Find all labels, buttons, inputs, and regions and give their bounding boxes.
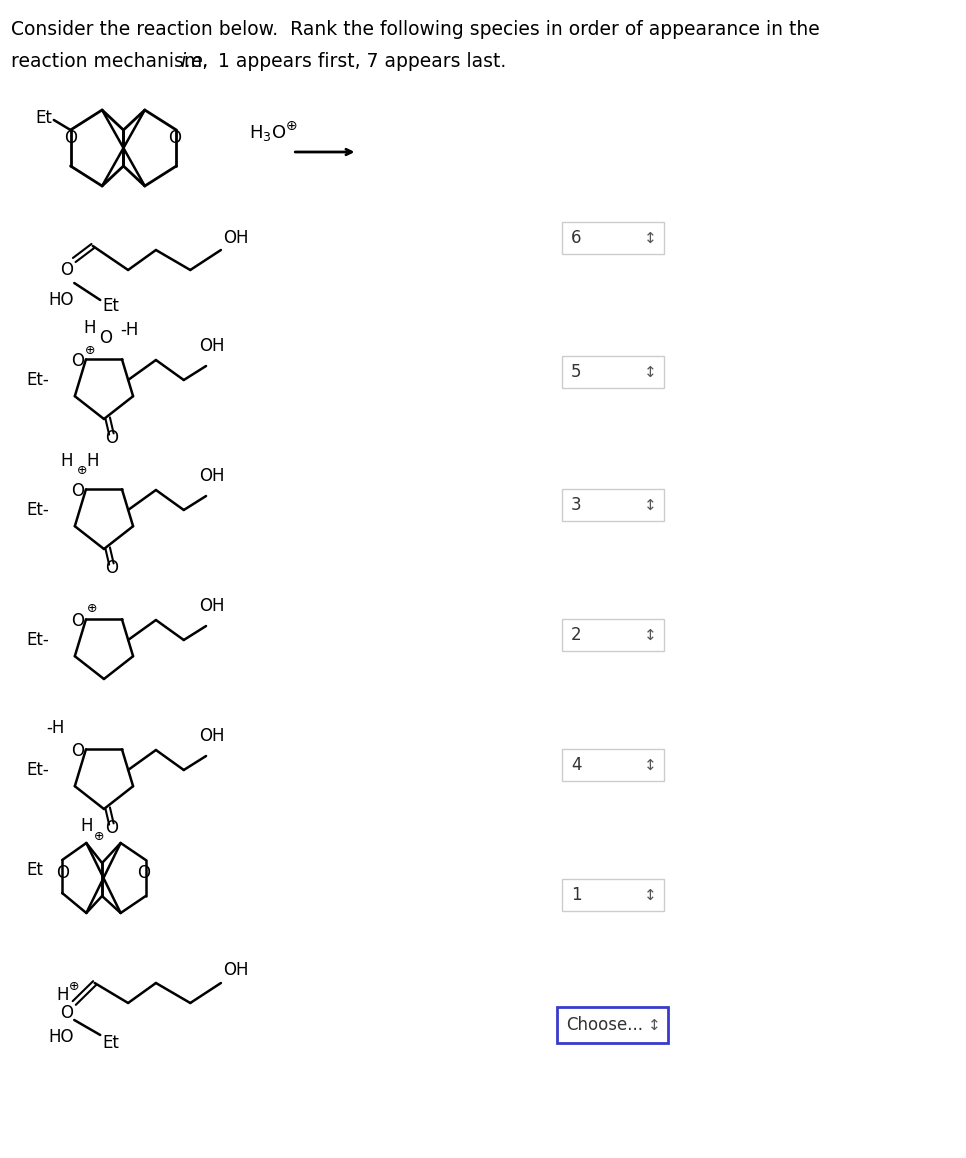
Text: Et: Et	[26, 862, 43, 879]
Text: O: O	[105, 428, 118, 447]
Text: O: O	[71, 352, 84, 371]
Text: H: H	[61, 452, 73, 470]
Text: Et-: Et-	[26, 371, 48, 389]
Text: O: O	[60, 261, 73, 279]
Text: 2: 2	[571, 626, 582, 644]
Text: 1 appears first, 7 appears last.: 1 appears first, 7 appears last.	[212, 52, 506, 71]
Text: H: H	[57, 985, 70, 1004]
Text: ↕: ↕	[643, 628, 656, 643]
Text: ⊕: ⊕	[87, 601, 98, 615]
Text: 3: 3	[571, 496, 582, 514]
Text: ⊕: ⊕	[286, 119, 298, 133]
Text: HO: HO	[48, 291, 73, 309]
Text: H: H	[80, 818, 93, 835]
Text: ⊕: ⊕	[94, 829, 104, 843]
Text: 6: 6	[571, 229, 582, 247]
Text: i.e.: i.e.	[180, 52, 209, 71]
Text: -H: -H	[121, 321, 139, 339]
Text: Et: Et	[102, 296, 119, 315]
Text: OH: OH	[223, 961, 248, 979]
Text: OH: OH	[200, 727, 225, 745]
Text: ⊕: ⊕	[85, 344, 96, 358]
Text: ⊕: ⊕	[77, 464, 88, 477]
Text: H: H	[84, 318, 97, 337]
Text: O: O	[71, 742, 84, 760]
Text: Et: Et	[36, 109, 52, 127]
Text: Et-: Et-	[26, 631, 48, 648]
Text: 5: 5	[571, 362, 582, 381]
Text: ↕: ↕	[643, 230, 656, 245]
Text: O: O	[71, 611, 84, 630]
Text: O: O	[60, 1004, 73, 1023]
Text: H$_3$O: H$_3$O	[249, 123, 286, 142]
Text: O: O	[99, 329, 112, 347]
Bar	[561, 749, 664, 780]
Text: O: O	[64, 129, 77, 147]
Text: HO: HO	[48, 1028, 73, 1046]
Text: O: O	[137, 864, 151, 882]
Text: Choose...: Choose...	[566, 1016, 643, 1034]
Text: Et-: Et-	[26, 761, 48, 779]
Text: ↕: ↕	[643, 887, 656, 902]
Text: Et: Et	[102, 1034, 119, 1051]
Bar	[561, 620, 664, 651]
Bar	[561, 356, 664, 388]
Text: -H: -H	[46, 719, 65, 736]
Bar	[561, 879, 664, 911]
Text: H: H	[87, 452, 99, 470]
Text: O: O	[56, 864, 69, 882]
Text: ↕: ↕	[643, 498, 656, 513]
Bar	[556, 1007, 668, 1043]
Text: Et-: Et-	[26, 501, 48, 519]
Text: Consider the reaction below.  Rank the following species in order of appearance : Consider the reaction below. Rank the fo…	[12, 20, 820, 39]
Text: O: O	[105, 559, 118, 577]
Text: ↕: ↕	[643, 365, 656, 380]
Text: O: O	[168, 129, 181, 147]
Text: OH: OH	[223, 229, 248, 247]
Text: reaction mechanism,: reaction mechanism,	[12, 52, 214, 71]
Bar	[561, 489, 664, 521]
Text: 4: 4	[571, 756, 582, 774]
Text: OH: OH	[200, 467, 225, 485]
Text: ↕: ↕	[648, 1018, 661, 1033]
Text: O: O	[105, 819, 118, 837]
Text: 1: 1	[571, 886, 582, 904]
Bar	[561, 222, 664, 254]
Text: ⊕: ⊕	[69, 981, 79, 994]
Text: OH: OH	[200, 337, 225, 356]
Text: O: O	[71, 482, 84, 500]
Text: OH: OH	[200, 598, 225, 615]
Text: ↕: ↕	[643, 757, 656, 772]
